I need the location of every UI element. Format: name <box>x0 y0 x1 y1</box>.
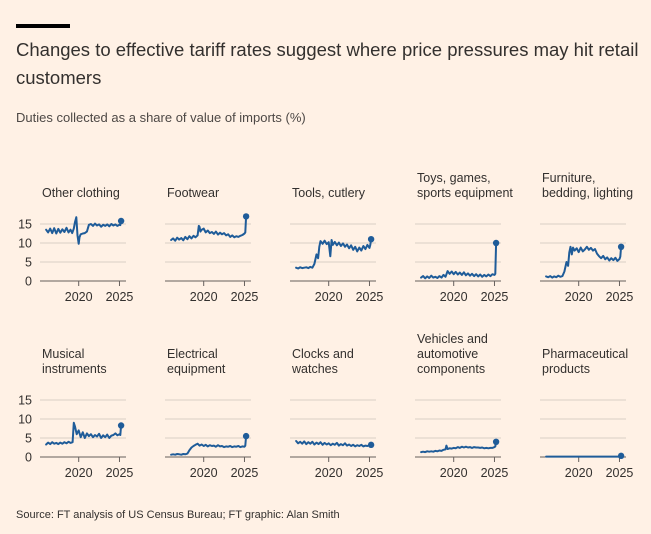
panel-title: Other clothing <box>42 186 120 200</box>
top-rule <box>16 24 70 28</box>
latest-value-marker <box>492 438 500 445</box>
x-tick-label: 2025 <box>106 290 134 304</box>
panel-title: Pharmaceutical <box>542 347 628 361</box>
latest-value-marker <box>117 422 125 429</box>
latest-value-marker <box>617 243 625 250</box>
panel-title: sports equipment <box>417 186 513 200</box>
chart-title: Changes to effective tariff rates sugges… <box>16 39 639 88</box>
series-line <box>170 215 248 242</box>
panel-title: Tools, cutlery <box>292 186 366 200</box>
y-tick-label: 0 <box>25 275 32 289</box>
panel-title: products <box>542 362 590 376</box>
latest-value-marker <box>492 239 500 247</box>
panel-2: Tools, cutlery 2020 2025 <box>290 186 383 304</box>
panel-4: Furniture,bedding, lighting 2020 2025 <box>540 171 633 304</box>
panel-title: Musical <box>42 347 84 361</box>
x-tick-label: 2025 <box>231 290 259 304</box>
series-line <box>545 245 623 279</box>
x-tick-label: 2020 <box>440 290 468 304</box>
panel-title: Footwear <box>167 186 219 200</box>
x-tick-label: 2025 <box>356 466 384 480</box>
panel-title: components <box>417 362 485 376</box>
x-tick-label: 2020 <box>190 290 218 304</box>
latest-value-marker <box>367 441 375 449</box>
panel-3: Toys, games,sports equipment 2020 2025 <box>415 171 513 304</box>
panel-0: Other clothing 0 5 10 15 2020 2025 <box>18 186 133 304</box>
panel-title: Electrical <box>167 347 218 361</box>
panel-title: Vehicles and <box>417 332 488 346</box>
x-tick-label: 2025 <box>481 290 509 304</box>
chart-subtitle: Duties collected as a share of value of … <box>16 110 306 125</box>
latest-value-marker <box>117 217 125 225</box>
x-tick-label: 2020 <box>315 466 343 480</box>
panel-title: equipment <box>167 362 226 376</box>
x-tick-label: 2025 <box>106 466 134 480</box>
panel-title: bedding, lighting <box>542 186 633 200</box>
series-line <box>45 421 123 446</box>
series-line <box>170 435 248 456</box>
latest-value-marker <box>242 213 250 220</box>
series-line <box>420 242 498 280</box>
x-tick-label: 2020 <box>565 290 593 304</box>
x-tick-label: 2020 <box>190 466 218 480</box>
x-tick-label: 2025 <box>356 290 384 304</box>
series-line <box>295 238 373 270</box>
x-tick-label: 2020 <box>565 466 593 480</box>
y-tick-label: 15 <box>18 218 32 232</box>
x-tick-label: 2025 <box>606 290 634 304</box>
x-tick-label: 2020 <box>65 466 93 480</box>
y-tick-label: 5 <box>25 432 32 446</box>
latest-value-marker <box>242 432 250 440</box>
source-note: Source: FT analysis of US Census Bureau;… <box>16 509 340 521</box>
panel-title: Clocks and <box>292 347 354 361</box>
y-tick-label: 15 <box>18 394 32 408</box>
series-line <box>420 440 498 454</box>
y-tick-label: 10 <box>18 237 32 251</box>
series-line <box>545 454 623 458</box>
x-tick-label: 2020 <box>315 290 343 304</box>
panel-1: Footwear 2020 2025 <box>165 186 258 304</box>
x-tick-label: 2025 <box>606 466 634 480</box>
x-tick-label: 2020 <box>440 466 468 480</box>
y-tick-label: 5 <box>25 256 32 270</box>
x-tick-label: 2020 <box>65 290 93 304</box>
series-line <box>295 440 373 448</box>
panel-title: Toys, games, <box>417 171 491 185</box>
latest-value-marker <box>617 452 625 460</box>
y-tick-label: 10 <box>18 413 32 427</box>
x-tick-label: 2025 <box>231 466 259 480</box>
x-tick-label: 2025 <box>481 466 509 480</box>
panel-title: automotive <box>417 347 478 361</box>
series-line <box>45 216 123 245</box>
panel-title: Furniture, <box>542 171 596 185</box>
panel-title: instruments <box>42 362 107 376</box>
latest-value-marker <box>367 236 375 243</box>
y-tick-label: 0 <box>25 451 32 465</box>
panel-title: watches <box>291 362 338 376</box>
